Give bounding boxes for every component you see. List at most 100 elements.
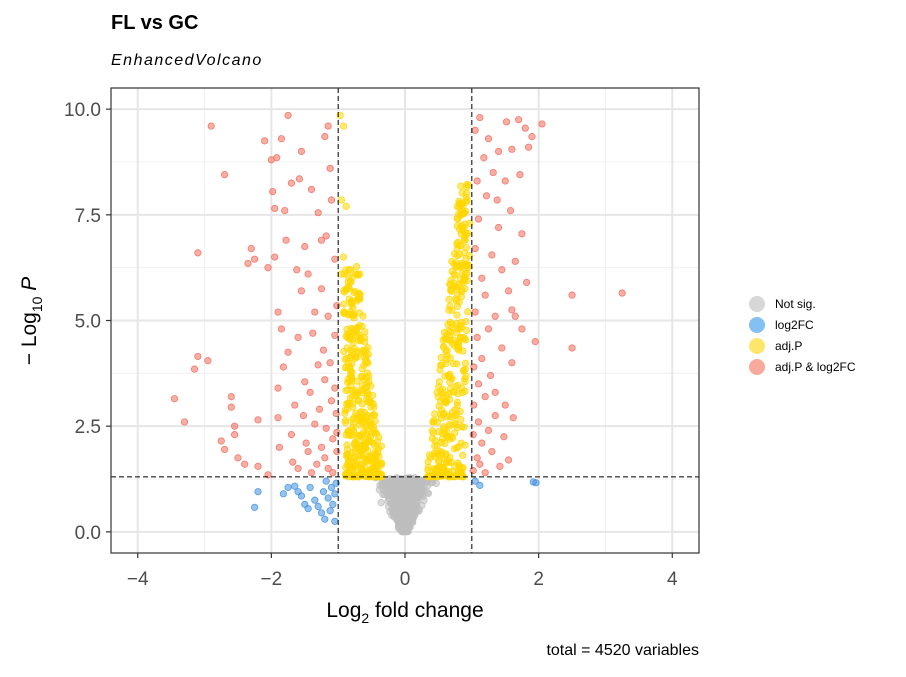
x-tick-label: −4 [127, 569, 149, 590]
point-adj-p [460, 248, 469, 257]
point-adj-p [348, 360, 356, 368]
point-adj-p [428, 434, 436, 443]
point-adj-p [454, 285, 462, 293]
point-not-sig [415, 489, 423, 497]
point-adj-p [347, 266, 355, 274]
point-not-sig [385, 486, 394, 494]
point-adj-p [461, 378, 469, 386]
point-adj-p [375, 471, 384, 480]
point-adj-p-log2fc [491, 412, 499, 420]
point-adj-p [461, 441, 469, 449]
point-adj-p [337, 196, 346, 204]
point-adj-p-log2fc [194, 249, 202, 257]
point-adj-p-log2fc [284, 348, 292, 356]
point-adj-p-log2fc [269, 187, 277, 196]
point-adj-p [429, 418, 438, 426]
point-log2fc [322, 477, 330, 485]
point-adj-p-log2fc [473, 177, 481, 185]
legend-item: Not sig. [748, 293, 856, 314]
point-adj-p [337, 270, 346, 278]
point-adj-p-log2fc [498, 266, 506, 274]
legend-label: log2FC [775, 317, 814, 332]
point-adj-p-log2fc [277, 135, 285, 143]
point-adj-p-log2fc [231, 431, 239, 439]
point-adj-p-log2fc [478, 274, 486, 282]
y-axis-label: − Log10 P [18, 277, 45, 366]
point-adj-p [446, 302, 454, 310]
point-adj-p-log2fc [261, 137, 269, 145]
point-not-sig [423, 488, 431, 497]
point-adj-p-log2fc [484, 426, 493, 435]
point-adj-p [464, 181, 473, 189]
point-adj-p-log2fc [473, 333, 481, 342]
point-adj-p [435, 383, 443, 391]
point-adj-p [452, 295, 460, 303]
point-adj-p-log2fc [521, 124, 529, 132]
point-adj-p [346, 377, 354, 385]
point-adj-p [342, 386, 350, 395]
point-adj-p-log2fc [271, 204, 279, 213]
point-adj-p [445, 295, 453, 303]
point-adj-p-log2fc [474, 380, 483, 388]
point-adj-p-log2fc [319, 346, 328, 354]
point-adj-p-log2fc [469, 466, 477, 475]
point-adj-p-log2fc [281, 206, 289, 215]
point-log2fc [317, 509, 326, 517]
point-adj-p [347, 299, 355, 307]
point-adj-p-log2fc [304, 270, 312, 278]
point-adj-p [460, 423, 468, 431]
point-adj-p [363, 369, 372, 377]
point-log2fc [476, 481, 484, 489]
point-adj-p [453, 245, 461, 253]
point-not-sig [393, 482, 401, 491]
point-not-sig [406, 494, 415, 503]
point-adj-p-log2fc [474, 418, 483, 426]
point-adj-p-log2fc [327, 397, 336, 405]
point-adj-p [438, 448, 446, 456]
point-adj-p [350, 314, 358, 322]
point-adj-p [354, 271, 363, 279]
point-adj-p-log2fc [170, 395, 179, 403]
point-adj-p-log2fc [274, 308, 282, 316]
point-adj-p [464, 308, 472, 316]
point-adj-p-log2fc [274, 384, 282, 392]
point-adj-p-log2fc [291, 401, 299, 409]
point-not-sig [393, 476, 402, 484]
point-adj-p [441, 440, 449, 448]
point-adj-p-log2fc [220, 445, 229, 454]
point-not-sig [377, 499, 385, 507]
point-adj-p-log2fc [294, 464, 302, 473]
point-adj-p-log2fc [504, 287, 513, 295]
point-adj-p [371, 448, 379, 456]
point-adj-p [458, 200, 466, 208]
point-adj-p [443, 456, 452, 465]
legend-swatch-log2fc [749, 316, 765, 333]
point-adj-p [345, 335, 353, 343]
point-adj-p-log2fc [501, 177, 509, 185]
point-adj-p-log2fc [321, 454, 329, 462]
point-adj-p-log2fc [304, 447, 312, 456]
legend-label: adj.P [775, 338, 803, 353]
point-adj-p-log2fc [273, 154, 281, 162]
point-adj-p-log2fc [314, 361, 322, 369]
point-adj-p-log2fc [511, 312, 519, 320]
point-adj-p [446, 332, 454, 340]
point-adj-p-log2fc [568, 291, 576, 299]
point-adj-p-log2fc [227, 392, 235, 401]
point-log2fc [326, 507, 334, 515]
point-log2fc [327, 483, 336, 492]
point-adj-p-log2fc [476, 113, 484, 122]
point-adj-p [462, 326, 471, 335]
point-adj-p-log2fc [326, 359, 334, 367]
point-adj-p [431, 410, 439, 418]
point-adj-p [351, 388, 359, 396]
point-adj-p [452, 263, 461, 272]
point-adj-p [444, 371, 452, 379]
point-log2fc [304, 505, 312, 513]
point-adj-p [462, 254, 470, 263]
legend: Not sig. log2FC adj.P adj.P & log2FC [748, 293, 856, 377]
point-adj-p-log2fc [528, 133, 536, 141]
point-adj-p-log2fc [279, 363, 287, 371]
point-adj-p [444, 320, 452, 329]
point-adj-p [369, 454, 377, 462]
